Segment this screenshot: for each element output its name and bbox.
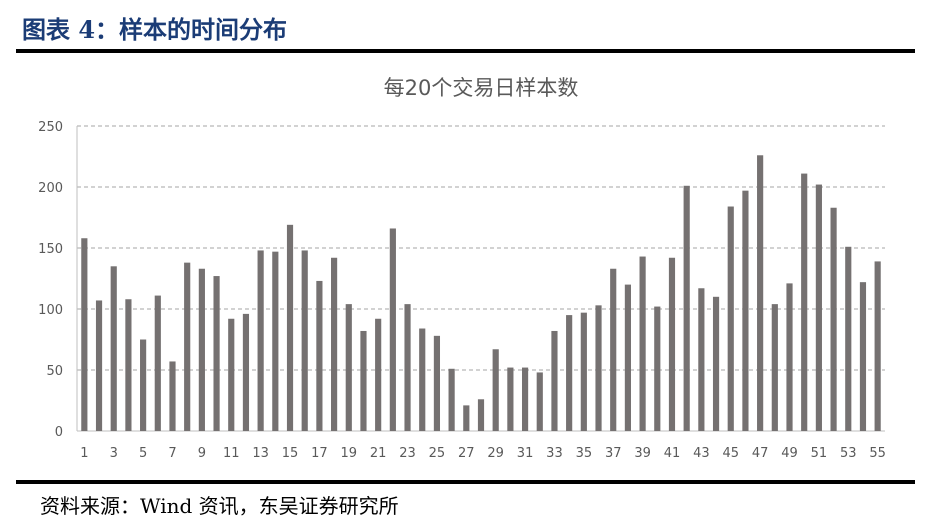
bar [213,276,220,431]
bar [859,282,867,431]
top-rule [16,49,915,53]
x-tick-label: 1 [80,446,88,461]
bottom-rule [16,480,915,484]
x-tick-label: 55 [869,446,886,461]
y-tick-label: 150 [38,242,63,257]
bar [316,280,323,431]
x-tick-label: 7 [168,446,176,461]
chart-title: 每20个交易日样本数 [384,76,579,100]
bar [184,262,191,431]
x-tick-label: 49 [781,446,798,461]
y-tick-label: 100 [38,303,63,318]
bar [433,335,441,431]
bar [668,257,676,431]
x-tick-label: 19 [341,446,358,461]
y-tick-label: 50 [46,364,63,379]
bar [727,206,734,431]
x-tick-label: 47 [752,446,769,461]
bar [404,304,411,431]
bar [477,399,485,431]
bar [272,251,279,431]
bar [654,306,661,431]
x-tick-label: 51 [811,446,828,461]
bar [389,228,396,431]
x-tick-label: 53 [840,446,857,461]
bar [566,315,573,431]
bar [198,268,205,431]
x-tick-label: 43 [693,446,710,461]
y-tick-label: 0 [55,425,63,440]
bar [81,238,88,431]
x-tick-label: 5 [139,446,147,461]
bar [154,295,161,431]
x-tick-label: 15 [282,446,299,461]
bar [140,339,147,431]
x-tick-label: 39 [634,446,651,461]
x-tick-label: 11 [223,446,240,461]
bar [242,313,250,431]
x-tick-label: 45 [722,446,739,461]
bar [448,368,455,431]
bar [286,224,294,431]
bar [228,318,235,431]
x-tick-label: 41 [664,446,681,461]
bar [815,184,822,431]
x-tick-label: 21 [370,446,387,461]
x-tick-label: 23 [399,446,416,461]
bar [419,328,426,431]
bar [345,304,352,431]
bar [845,246,852,431]
bar [742,190,749,431]
bar [801,173,808,431]
bar [301,250,308,431]
x-tick-label: 33 [546,446,563,461]
bar [639,256,646,431]
bar [683,185,690,431]
bar [463,405,470,431]
bar [492,349,499,431]
x-tick-label: 35 [576,446,593,461]
y-tick-label: 250 [38,120,63,135]
bar [757,155,764,431]
bar [360,330,367,431]
bar [595,305,602,431]
bar [698,288,705,431]
x-tick-label: 9 [198,446,206,461]
bar [551,330,558,431]
bar [624,284,631,431]
bar [874,261,881,431]
bar [830,207,837,431]
x-tick-label: 37 [605,446,622,461]
x-tick-label: 31 [517,446,534,461]
x-tick-label: 29 [487,446,504,461]
x-tick-label: 17 [311,446,328,461]
bar [786,283,793,431]
x-tick-label: 27 [458,446,475,461]
bar [521,367,529,431]
source-note: 资料来源：Wind 资讯，东吴证券研究所 [40,494,399,518]
bar [331,257,338,431]
bar [580,312,587,431]
bar [771,304,778,431]
bar [375,318,382,431]
bar [169,361,176,431]
bar [125,299,132,431]
bar [507,367,514,431]
bar [257,250,264,431]
y-tick-label: 200 [38,181,63,196]
bar [95,300,103,431]
bar [536,372,543,431]
x-tick-label: 3 [110,446,118,461]
x-tick-label: 13 [252,446,269,461]
bar [110,266,117,431]
figure-caption: 图表 4：样本的时间分布 [22,15,288,44]
x-tick-label: 25 [429,446,446,461]
bar [610,268,617,431]
bar [712,296,720,431]
